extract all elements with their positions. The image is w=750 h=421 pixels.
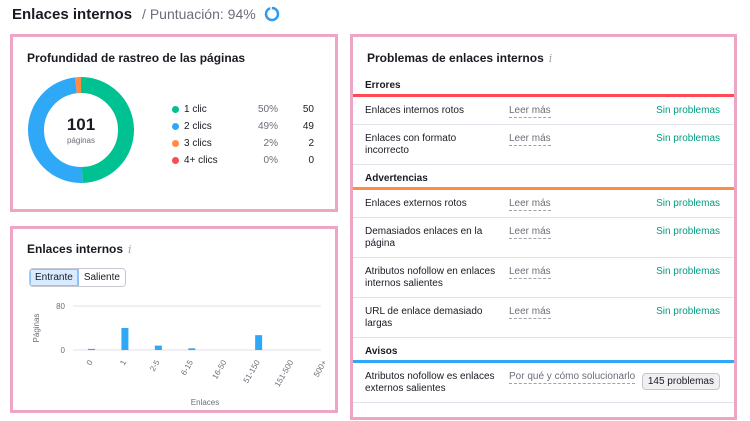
legend-label: 4+ clics (184, 155, 218, 166)
legend-item[interactable]: 3 clics 2% 2 (172, 135, 317, 152)
learn-more-link[interactable]: Leer más (509, 105, 551, 118)
crawl-depth-panel: Profundidad de rastreo de las páginas 10… (10, 34, 338, 212)
issue-label: Enlaces con formato incorrecto (365, 133, 457, 156)
chart-bar[interactable] (121, 328, 129, 350)
tab-outgoing[interactable]: Saliente (78, 269, 125, 286)
info-icon[interactable]: i (548, 52, 553, 65)
learn-more-link[interactable]: Leer más (509, 266, 551, 279)
chart-bar[interactable] (154, 345, 162, 350)
learn-more-link[interactable]: Leer más (509, 198, 551, 211)
x-axis-label: Enlaces (191, 398, 219, 407)
donut-center: 101 páginas (27, 76, 135, 184)
legend-item[interactable]: 2 clics 49% 49 (172, 118, 317, 135)
section-color-bar (353, 360, 734, 363)
issue-row: Atributos nofollow es enlaces externos s… (353, 363, 734, 403)
issue-row: Enlaces externos rotos Leer más Sin proble… (353, 190, 734, 218)
issue-label: URL de enlace demasiado largas (365, 306, 483, 329)
issue-label: Atributos nofollow es enlaces externos s… (365, 371, 495, 394)
section-header-errores: Errores (365, 80, 401, 91)
x-tick-label: 2-5 (148, 358, 162, 373)
learn-more-link[interactable]: Leer más (509, 133, 551, 146)
internal-links-chart: 80 0 Páginas 0 1 2-5 6-15 16-50 51-150 151-500 500… (32, 302, 325, 407)
section-color-bar (353, 94, 734, 97)
legend-dot-icon (172, 123, 179, 130)
legend-item[interactable]: 4+ clics 0% 0 (172, 152, 317, 169)
issue-row: Demasiados enlaces en la página Leer más S… (353, 218, 734, 258)
legend-percent: 50% (257, 104, 278, 115)
issue-row: Enlaces con formato incorrecto Leer más Si… (353, 125, 734, 165)
legend-label: 2 clics (184, 121, 212, 132)
score-ring-icon (264, 6, 279, 22)
learn-more-link[interactable]: Por qué y cómo solucionarlo (509, 371, 636, 384)
issue-status: Sin problemas (656, 105, 720, 116)
legend-dot-icon (172, 106, 179, 113)
x-tick-label: 1 (118, 358, 128, 367)
x-tick-label: 500+ (312, 358, 325, 378)
issue-label: Demasiados enlaces en la página (365, 226, 483, 249)
direction-toggle: Entrante Saliente (29, 268, 126, 287)
issues-title: Problemas de enlaces internos i (367, 51, 552, 65)
crawl-depth-donut (28, 77, 134, 183)
crawl-depth-legend: 1 clic 50% 50 2 clics 49% 49 3 clics 2% 2 4+ clic… (172, 101, 317, 169)
x-tick-label: 51-150 (242, 358, 263, 385)
issue-status: Sin problemas (656, 226, 720, 237)
legend-percent: 0% (263, 155, 278, 166)
x-tick-label: 16-50 (210, 358, 228, 381)
issue-label: Atributos nofollow en enlaces internos s… (365, 266, 496, 289)
issues-count-badge[interactable]: 145 problemas (641, 373, 720, 390)
issue-row: Enlaces internos rotos Leer más Sin proble… (353, 97, 734, 125)
tab-incoming[interactable]: Entrante (30, 269, 79, 286)
internal-links-title: Enlaces internos i (27, 242, 132, 256)
legend-label: 3 clics (184, 138, 212, 149)
issue-label: Enlaces externos rotos (365, 198, 467, 209)
section-header-avisos: Avisos (365, 346, 398, 357)
y-tick-label: 80 (56, 302, 65, 311)
issue-label: Enlaces internos rotos (365, 105, 464, 116)
score-label: / Puntuación: 94% (142, 6, 256, 22)
legend-label: 1 clic (184, 104, 207, 115)
issue-row: Atributos nofollow en enlaces internos s… (353, 258, 734, 298)
y-axis-label: Páginas (32, 314, 41, 343)
issue-row: URL de enlace demasiado largas Leer más Si… (353, 298, 734, 338)
x-tick-label: 151-500 (273, 358, 296, 388)
info-icon[interactable]: i (128, 243, 132, 256)
section-header-advertencias: Advertencias (365, 173, 428, 184)
internal-links-title-text: Enlaces internos (27, 242, 124, 256)
x-tick-label: 6-15 (179, 358, 195, 377)
chart-bar[interactable] (188, 348, 196, 350)
legend-percent: 49% (257, 121, 278, 132)
y-tick-label: 0 (61, 346, 66, 355)
learn-more-link[interactable]: Leer más (509, 226, 551, 239)
internal-links-panel: Enlaces internos i Entrante Saliente 80 0 P… (10, 226, 338, 413)
chart-bar[interactable] (88, 348, 95, 350)
page-title: Enlaces internos (12, 5, 133, 23)
issues-title-text: Problemas de enlaces internos (367, 51, 544, 65)
x-tick-label: 0 (85, 358, 95, 367)
legend-count: 0 (308, 155, 314, 166)
learn-more-link[interactable]: Leer más (509, 306, 551, 319)
issue-status: Sin problemas (656, 198, 720, 209)
donut-slice-1[interactable] (28, 77, 134, 183)
total-pages-count: 101 (66, 114, 96, 134)
legend-count: 49 (302, 121, 314, 132)
chart-bar[interactable] (255, 335, 263, 350)
page-header: Enlaces internos / Puntuación: 94% (12, 3, 280, 25)
total-pages-label: páginas (66, 135, 96, 145)
internal-links-issues-panel: Problemas de enlaces internos i Errores En… (350, 34, 737, 420)
legend-percent: 2% (263, 138, 278, 149)
legend-count: 50 (302, 104, 314, 115)
issue-status: Sin problemas (656, 306, 720, 317)
legend-item[interactable]: 1 clic 50% 50 (172, 101, 317, 118)
crawl-depth-title: Profundidad de rastreo de las páginas (27, 51, 246, 65)
section-color-bar (353, 187, 734, 190)
legend-count: 2 (308, 138, 314, 149)
legend-dot-icon (172, 157, 179, 164)
issue-status: Sin problemas (656, 133, 720, 144)
issue-status: Sin problemas (656, 266, 720, 277)
legend-dot-icon (172, 140, 179, 147)
donut-slice-2[interactable] (28, 77, 134, 183)
